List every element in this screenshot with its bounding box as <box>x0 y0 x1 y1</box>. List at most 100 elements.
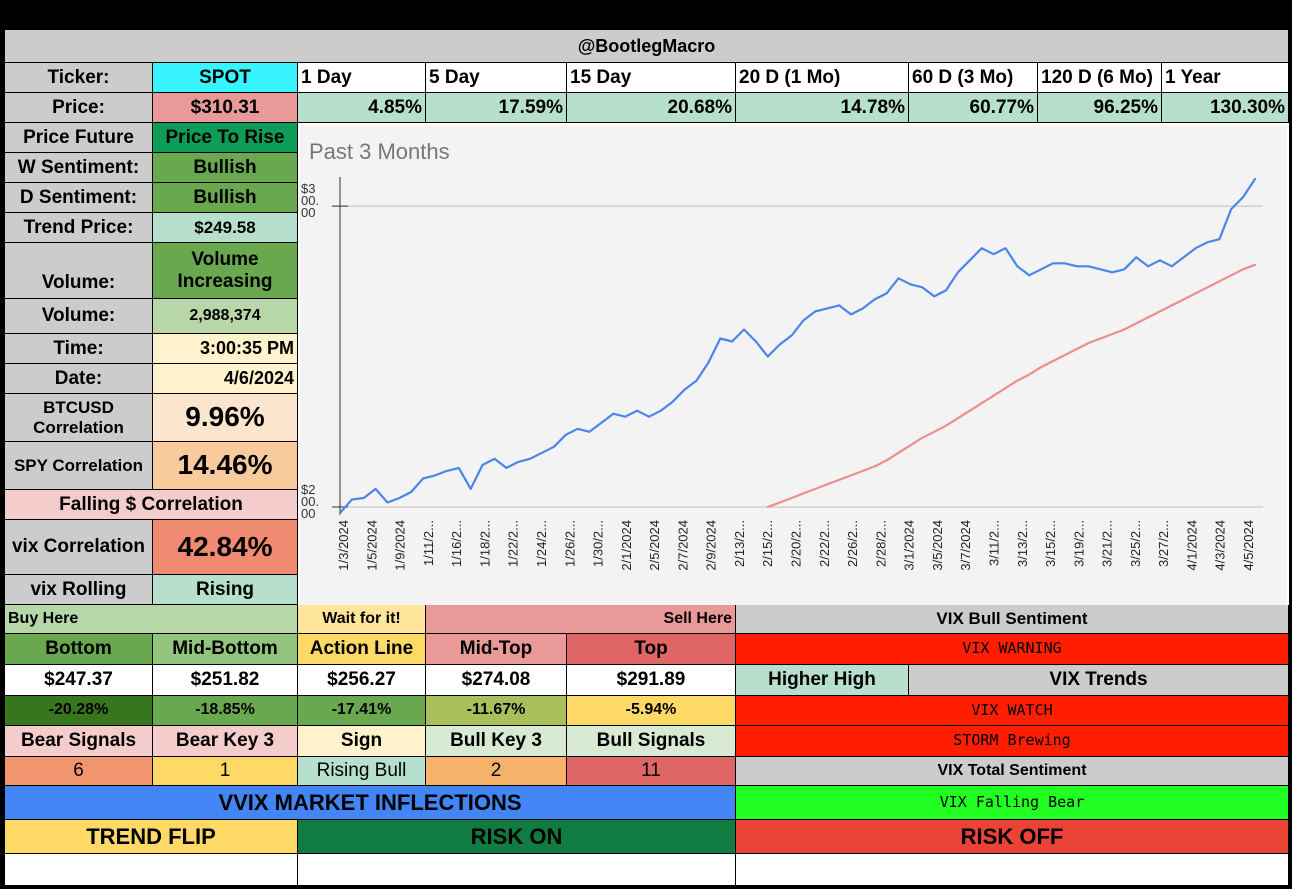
level-top-pct: -5.94% <box>567 696 736 726</box>
level-bottom-price: $247.37 <box>5 665 153 696</box>
x-tick-label: 2/13/2... <box>732 520 747 567</box>
x-tick-label: 3/15/2... <box>1043 520 1058 567</box>
price-chart-panel: Past 3 Months $3 00. 00 $2 00. 00 1/3/2024 1/5/… <box>300 125 1287 606</box>
level-action-line-pct: -17.41% <box>298 696 426 726</box>
ticker-symbol: SPOT <box>153 63 298 93</box>
d-sentiment-label: D Sentiment: <box>5 183 153 213</box>
vix-watch: VIX WATCH <box>736 696 1289 726</box>
return-15d: 20.68% <box>567 93 736 123</box>
x-tick-label: 4/5/2024 <box>1241 520 1256 571</box>
vix-falling-bear: VIX Falling Bear <box>736 786 1289 820</box>
vix-rolling-label: vix Rolling <box>5 575 153 605</box>
period-1d: 1 Day <box>298 63 426 93</box>
x-tick-label: 1/5/2024 <box>364 520 379 571</box>
btc-corr-value: 9.96% <box>153 394 298 442</box>
vix-bull-sentiment: VIX Bull Sentiment <box>736 605 1289 634</box>
sign-value: Rising Bull <box>298 757 426 786</box>
trend-flip-empty <box>5 854 298 886</box>
x-tick-label: 1/9/2024 <box>393 520 408 571</box>
volume-status-value: Volume Increasing <box>153 243 298 299</box>
x-tick-label: 2/1/2024 <box>619 520 634 571</box>
level-mid-top-price: $274.08 <box>426 665 567 696</box>
x-tick-label: 2/7/2024 <box>675 520 690 571</box>
chart-title: Past 3 Months <box>309 139 450 164</box>
sign-header: Sign <box>298 726 426 757</box>
x-tick-label: 3/1/2024 <box>902 520 917 571</box>
price-value: $310.31 <box>153 93 298 123</box>
level-mid-top-header: Mid-Top <box>426 634 567 665</box>
period-20d: 20 D (1 Mo) <box>736 63 909 93</box>
y-tick-label: $3 <box>301 181 315 196</box>
d-sentiment-value: Bullish <box>153 183 298 213</box>
x-tick-label: 1/18/2... <box>477 520 492 567</box>
vix-total-sentiment: VIX Total Sentiment <box>736 757 1289 786</box>
x-tick-label: 3/7/2024 <box>958 520 973 571</box>
x-tick-label: 1/11/2... <box>421 520 436 566</box>
spy-corr-label: SPY Correlation <box>5 442 153 490</box>
risk-on: RISK ON <box>298 820 736 854</box>
level-top-header: Top <box>567 634 736 665</box>
volume-status-label: Volume: <box>5 243 153 299</box>
risk-off: RISK OFF <box>736 820 1289 854</box>
wait-for-it: Wait for it! <box>298 605 426 634</box>
x-tick-label: 3/25/2... <box>1128 520 1143 567</box>
x-tick-label: 2/22/2... <box>817 520 832 567</box>
time-value: 3:00:35 PM <box>153 334 298 364</box>
vix-higher-high: Higher High <box>736 665 909 696</box>
x-tick-label: 2/26/2... <box>845 520 860 567</box>
level-action-line-price: $256.27 <box>298 665 426 696</box>
volume-label: Volume: <box>5 299 153 334</box>
w-sentiment-value: Bullish <box>153 153 298 183</box>
bear-signals-value: 6 <box>5 757 153 786</box>
buy-here: Buy Here <box>5 605 298 634</box>
x-tick-label: 2/15/2... <box>760 520 775 567</box>
bull-signals-value: 11 <box>567 757 736 786</box>
y-tick-label: 00. <box>301 193 319 208</box>
risk-on-empty <box>298 854 736 886</box>
falling-dollar-corr: Falling $ Correlation <box>5 490 298 520</box>
storm-brewing: STORM Brewing <box>736 726 1289 757</box>
x-tick-label: 3/19/2... <box>1071 520 1086 567</box>
return-1y: 130.30% <box>1162 93 1289 123</box>
trend-line <box>766 263 1257 509</box>
return-5d: 17.59% <box>426 93 567 123</box>
x-tick-label: 1/16/2... <box>449 520 464 567</box>
w-sentiment-label: W Sentiment: <box>5 153 153 183</box>
level-mid-bottom-header: Mid-Bottom <box>153 634 298 665</box>
x-tick-label: 4/1/2024 <box>1184 520 1199 571</box>
date-value: 4/6/2024 <box>153 364 298 394</box>
spy-corr-value: 14.46% <box>153 442 298 490</box>
return-1d: 4.85% <box>298 93 426 123</box>
sell-here: Sell Here <box>426 605 736 634</box>
x-tick-label: 3/5/2024 <box>930 520 945 571</box>
price-chart: $300.00$200.001/3/2024 1/5/2024 1/9/2024 1/… <box>301 177 1263 571</box>
vix-corr-label: vix Correlation <box>5 520 153 575</box>
bull-signals-header: Bull Signals <box>567 726 736 757</box>
period-5d: 5 Day <box>426 63 567 93</box>
x-tick-label: 3/11/2... <box>987 520 1002 566</box>
period-120d: 120 D (6 Mo) <box>1038 63 1162 93</box>
x-tick-label: 3/21/2... <box>1100 520 1115 567</box>
btc-corr-label: BTCUSD Correlation <box>5 394 153 442</box>
trend-price-label: Trend Price: <box>5 213 153 243</box>
risk-off-empty <box>736 854 1289 886</box>
date-label: Date: <box>5 364 153 394</box>
y-tick-label: 00 <box>301 205 315 220</box>
x-tick-label: 3/27/2... <box>1156 520 1171 567</box>
time-label: Time: <box>5 334 153 364</box>
level-mid-bottom-pct: -18.85% <box>153 696 298 726</box>
y-tick-label: 00 <box>301 506 315 521</box>
x-tick-label: 2/28/2... <box>873 520 888 567</box>
x-tick-label: 3/13/2... <box>1015 520 1030 567</box>
bull-key3-value: 2 <box>426 757 567 786</box>
volume-value: 2,988,374 <box>153 299 298 334</box>
vix-rolling-value: Rising <box>153 575 298 605</box>
return-20d: 14.78% <box>736 93 909 123</box>
y-tick-label: 00. <box>301 494 319 509</box>
bear-signals-header: Bear Signals <box>5 726 153 757</box>
bear-key3-header: Bear Key 3 <box>153 726 298 757</box>
trend-flip: TREND FLIP <box>5 820 298 854</box>
price-future-label: Price Future <box>5 123 153 153</box>
level-mid-top-pct: -11.67% <box>426 696 567 726</box>
return-120d: 96.25% <box>1038 93 1162 123</box>
